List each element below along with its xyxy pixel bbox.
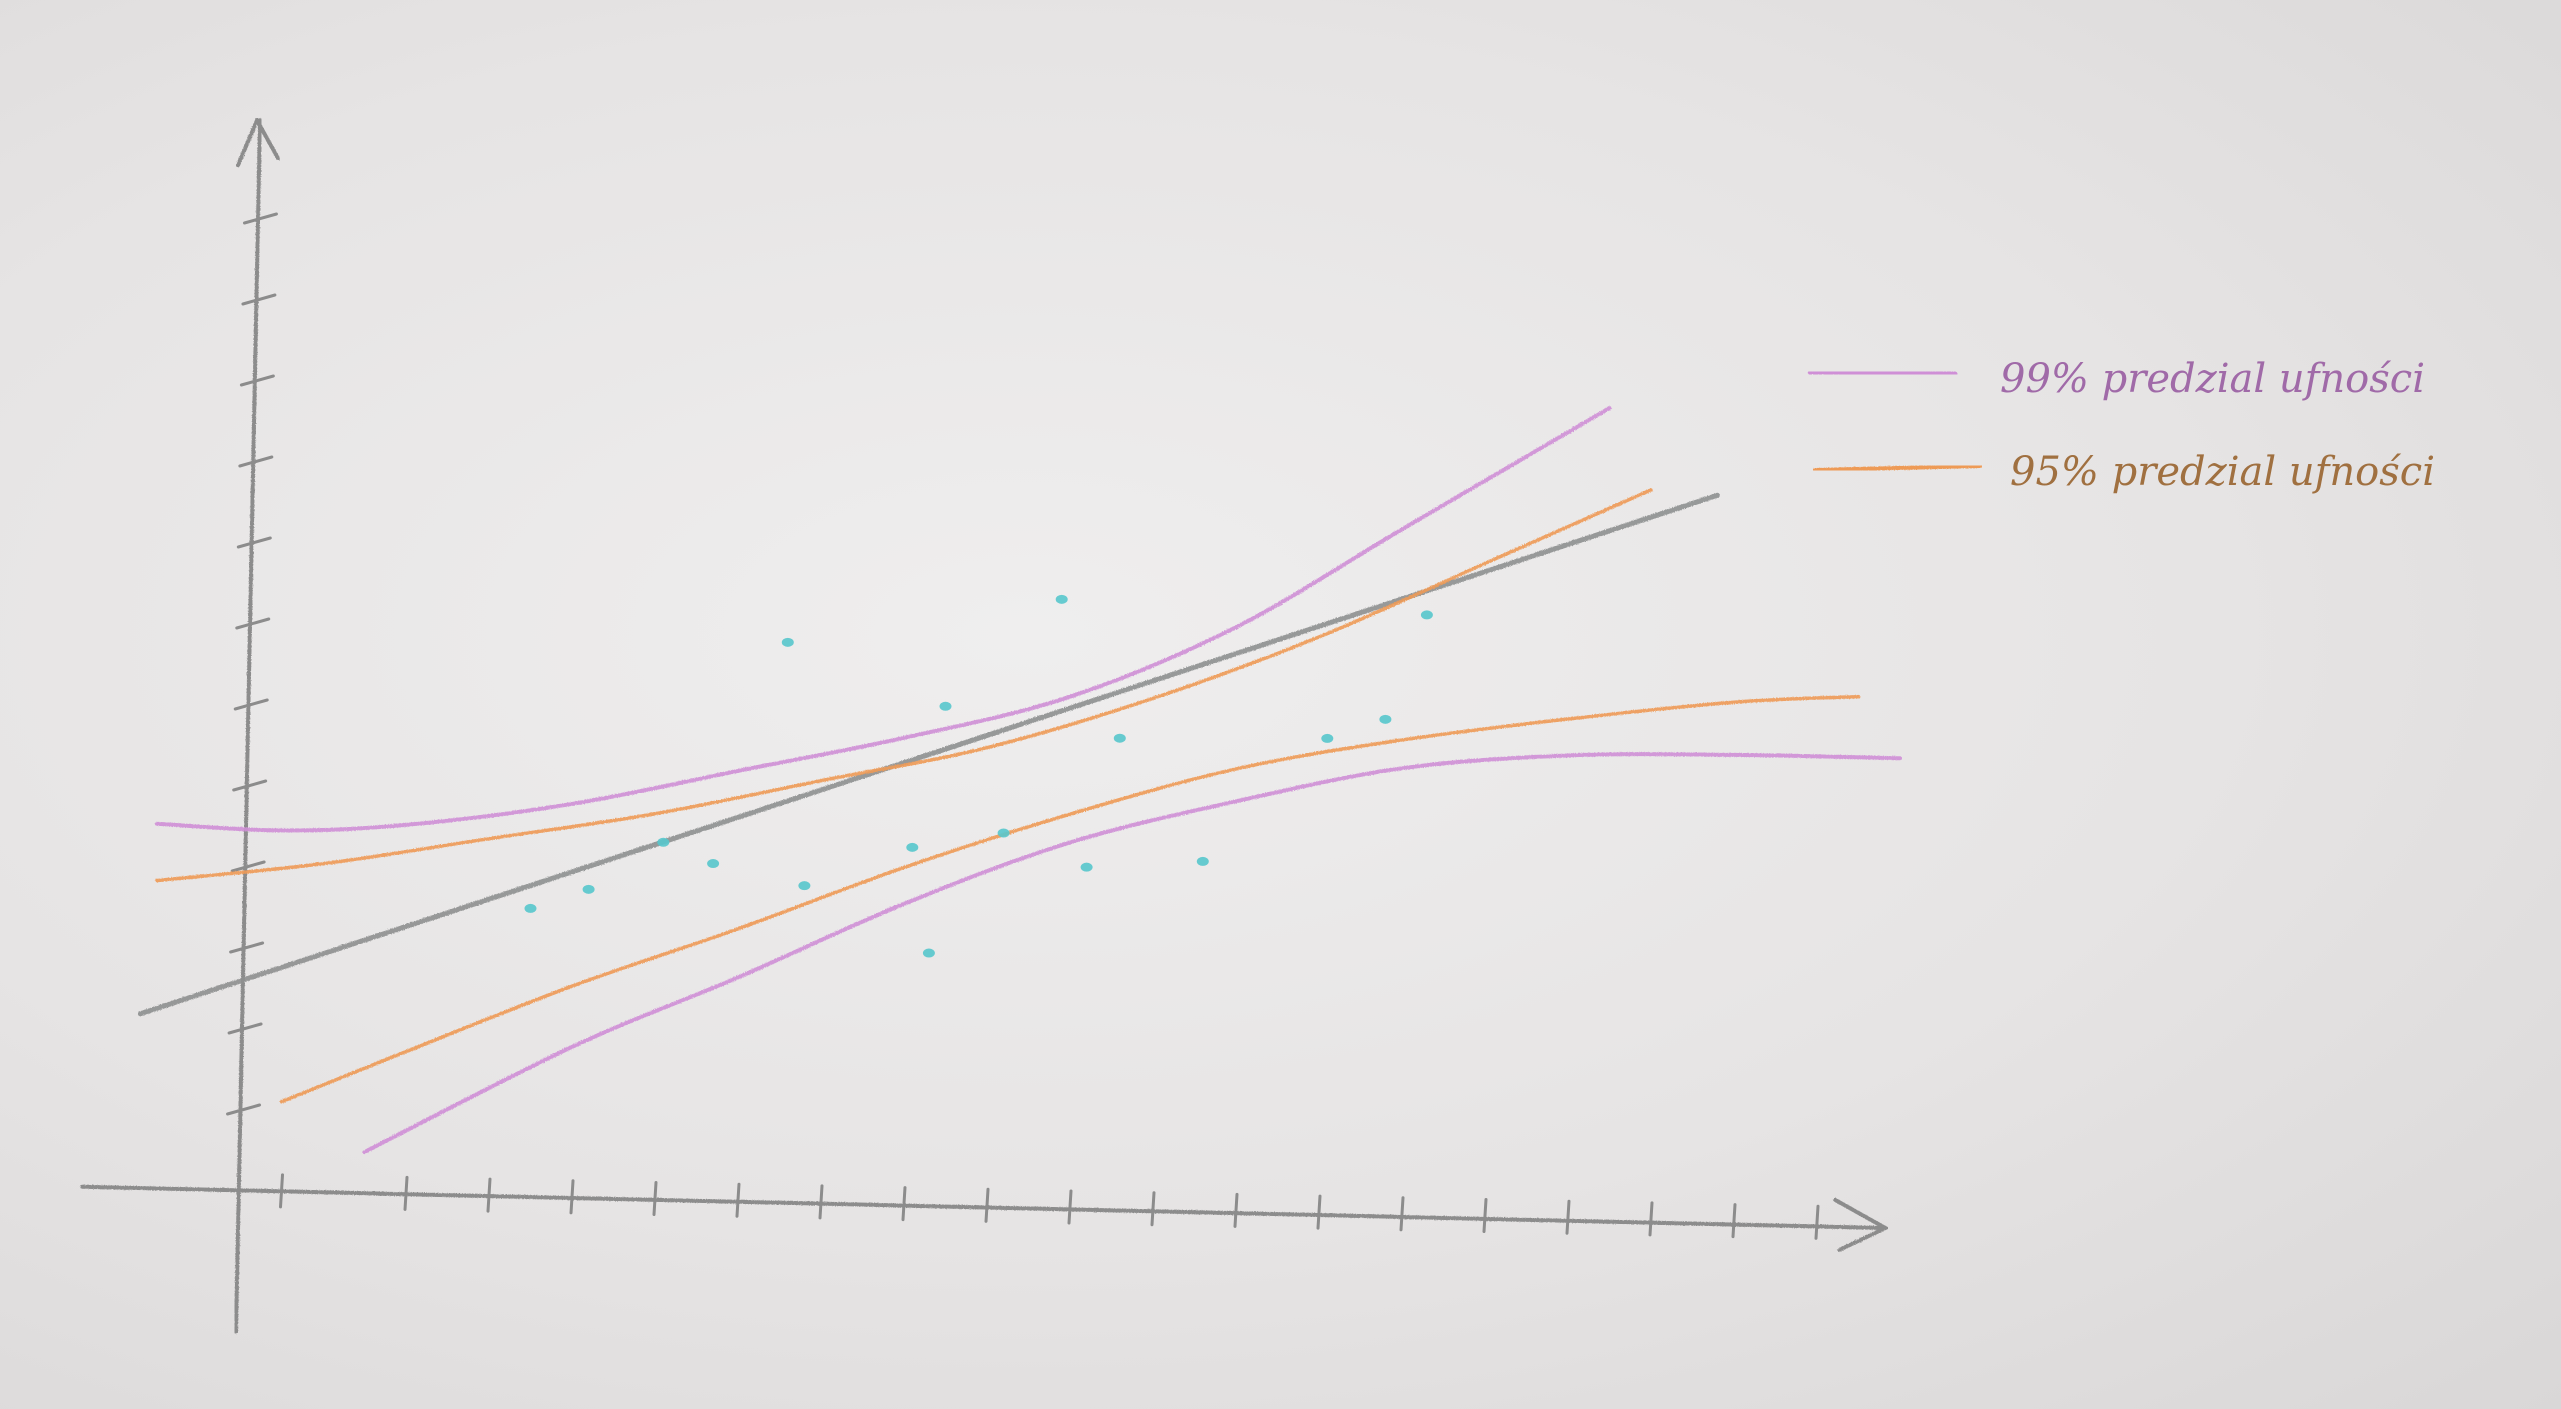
data-point-8: [939, 701, 952, 711]
y-tick-2: [229, 941, 265, 954]
x-tick-1: [403, 1175, 409, 1211]
legend-label-95: 95% predzial ufności: [2010, 449, 2435, 495]
legend-swatch-95: [1813, 464, 1982, 472]
x-tick-8: [984, 1187, 990, 1223]
x-tick-18: [1814, 1204, 1820, 1240]
x-tick-3: [569, 1179, 575, 1215]
data-point-1: [582, 884, 595, 894]
y-axis-line: [234, 118, 262, 1334]
ci95-lower-line: [279, 694, 1861, 1104]
data-points: [524, 594, 1433, 958]
y-tick-9: [239, 374, 275, 387]
x-tick-13: [1399, 1196, 1405, 1232]
x-tick-16: [1648, 1201, 1654, 1237]
x-tick-10: [1150, 1191, 1156, 1227]
data-point-2: [657, 837, 670, 847]
y-tick-4: [232, 779, 268, 792]
ci99-upper-line: [155, 406, 1612, 833]
data-point-10: [1055, 594, 1068, 604]
x-tick-15: [1565, 1199, 1571, 1235]
data-point-5: [781, 637, 794, 647]
x-tick-6: [818, 1184, 824, 1220]
x-tick-0: [279, 1173, 284, 1209]
data-point-15: [1420, 610, 1433, 620]
regression-line: [137, 492, 1720, 1017]
data-point-6: [906, 842, 919, 852]
y-tick-8: [238, 455, 274, 468]
data-point-14: [1379, 714, 1392, 724]
x-tick-9: [1067, 1189, 1073, 1225]
data-point-16: [1080, 862, 1093, 872]
x-tick-12: [1316, 1194, 1322, 1230]
legend-swatch-99: [1807, 369, 1958, 377]
data-point-9: [997, 828, 1010, 838]
x-tick-14: [1482, 1198, 1488, 1233]
y-tick-1: [227, 1022, 263, 1035]
y-tick-3: [230, 860, 266, 873]
y-tick-10: [241, 293, 277, 306]
x-tick-11: [1233, 1192, 1239, 1228]
y-tick-0: [226, 1103, 262, 1116]
ci95-upper-line: [155, 488, 1653, 883]
y-tick-6: [235, 617, 271, 630]
y-tick-7: [236, 536, 272, 549]
legend-label-99: 99% predzial ufności: [2000, 356, 2425, 402]
x-tick-7: [901, 1186, 907, 1222]
series-layer: [137, 406, 1902, 1155]
axes: [80, 115, 1890, 1334]
x-tick-17: [1731, 1203, 1737, 1239]
x-tick-5: [735, 1182, 741, 1218]
ci99-lower-line: [362, 752, 1902, 1155]
data-point-12: [1196, 856, 1209, 866]
x-axis-line: [80, 1184, 1886, 1230]
y-tick-11: [242, 212, 278, 225]
data-point-13: [1321, 733, 1334, 743]
data-point-7: [922, 948, 935, 958]
data-point-4: [798, 881, 811, 891]
legend: 99% predzial ufności 95% predzial ufnośc…: [1807, 356, 2435, 495]
y-tick-5: [233, 698, 269, 711]
x-tick-4: [652, 1181, 658, 1216]
data-point-3: [707, 859, 720, 869]
x-tick-2: [486, 1177, 492, 1213]
data-point-11: [1113, 733, 1126, 743]
y-axis-arrow: [236, 115, 280, 168]
x-axis-arrow: [1833, 1198, 1890, 1252]
data-point-0: [524, 903, 537, 913]
